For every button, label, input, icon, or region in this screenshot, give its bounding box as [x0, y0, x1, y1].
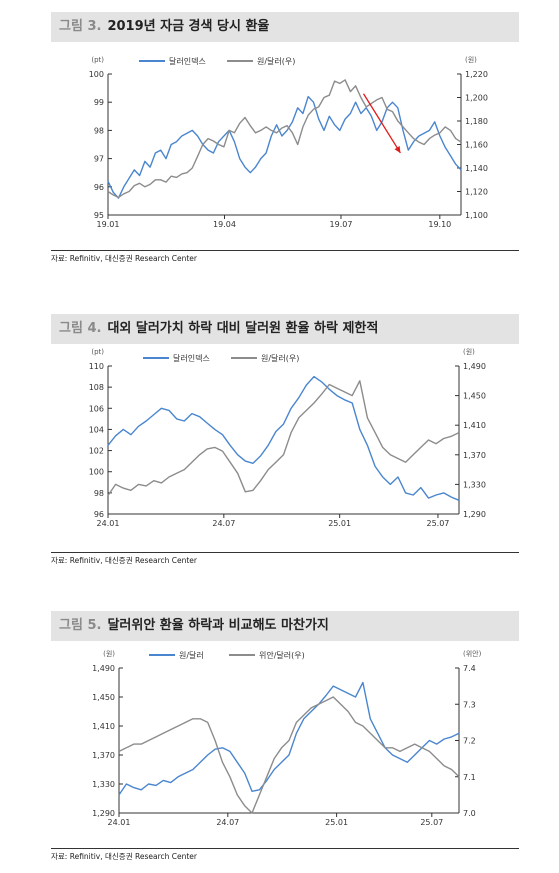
left-tick-label: 96 [94, 510, 104, 519]
x-tick-label: 24.07 [216, 818, 239, 827]
left-axis-unit: (pt) [91, 348, 104, 356]
x-tick-label: 19.04 [213, 220, 236, 229]
left-tick-label: 97 [94, 155, 104, 164]
left-tick-label: 110 [89, 362, 104, 371]
right-tick-label: 7.2 [463, 737, 476, 746]
figure-number: 그림 3. [59, 19, 102, 34]
figure-5: 그림 5. 달러위안 환율 하락과 비교해도 마찬가지 1,290 1,330 1,3… [51, 611, 519, 861]
figure-title: 그림 3. 2019년 자금 경색 당시 환율 [51, 12, 519, 42]
left-tick-label: 96 [94, 183, 104, 192]
left-tick-label: 1,410 [92, 722, 115, 731]
figure-title-text: 달러위안 환율 하락과 비교해도 마찬가지 [107, 618, 329, 633]
left-tick-label: 104 [89, 425, 104, 434]
right-tick-label: 1,330 [463, 480, 486, 489]
right-tick-label: 7.4 [463, 664, 476, 673]
left-tick-label: 100 [89, 70, 104, 79]
right-tick-label: 1,160 [465, 141, 488, 150]
legend-label: 원/달러 [179, 651, 204, 660]
x-tick-label: 19.10 [428, 220, 451, 229]
x-tick-label: 25.07 [426, 519, 449, 528]
series-line-primary [107, 375, 460, 501]
left-tick-label: 99 [94, 98, 104, 107]
right-tick-label: 1,220 [465, 70, 488, 79]
left-tick-label: 1,330 [92, 780, 115, 789]
x-tick-label: 25.01 [328, 519, 351, 528]
right-tick-label: 7.3 [463, 700, 476, 709]
left-tick-label: 100 [89, 468, 104, 477]
left-tick-label: 98 [94, 126, 104, 135]
chart-krw-vs-cny: 1,290 1,330 1,370 1,410 1,450 1,490 (원) 7.0 7.1 7… [92, 649, 482, 827]
right-tick-label: 1,410 [463, 421, 486, 430]
figure-title-text: 2019년 자금 경색 당시 환율 [107, 19, 270, 34]
series-line-secondary [118, 696, 460, 814]
right-tick-label: 1,100 [465, 211, 488, 220]
figure-3: 그림 3. 2019년 자금 경색 당시 환율 95 96 97 98 99 100 (pt)… [51, 12, 519, 263]
series-line-secondary [107, 380, 460, 496]
legend-label: 원/달러(우) [261, 354, 299, 363]
figure-4: 그림 4. 대외 달러가치 하락 대비 달러원 환율 하락 제한적 96 98 100… [51, 314, 519, 565]
trend-arrow-line [362, 93, 401, 154]
figure-title: 그림 4. 대외 달러가치 하락 대비 달러원 환율 하락 제한적 [51, 314, 519, 344]
x-tick-label: 19.01 [97, 220, 120, 229]
left-tick-label: 106 [89, 404, 104, 413]
right-axis-unit: (위안) [463, 649, 482, 658]
right-tick-label: 1,140 [465, 164, 488, 173]
left-tick-label: 1,290 [92, 809, 115, 818]
right-axis-unit: (원) [465, 55, 477, 64]
right-tick-label: 1,450 [463, 392, 486, 401]
figure-title-text: 대외 달러가치 하락 대비 달러원 환율 하락 제한적 [107, 321, 379, 336]
legend-label: 달러인덱스 [173, 353, 210, 363]
series-line-primary [118, 681, 460, 796]
chart-dollar-index-vs-krw-2024: 96 98 100 102 104 106 108 110 (pt) 1,290 1,330 1,37… [89, 347, 486, 528]
trend-arrow-head [394, 146, 401, 153]
series-line-secondary [107, 79, 462, 199]
right-tick-label: 1,290 [463, 510, 486, 519]
left-tick-label: 108 [89, 383, 104, 392]
left-axis-unit: (pt) [91, 56, 104, 64]
right-axis-unit: (원) [463, 347, 475, 356]
x-tick-label: 25.07 [420, 818, 443, 827]
left-tick-label: 102 [89, 447, 104, 456]
figure-number: 그림 5. [59, 618, 102, 633]
x-tick-label: 19.07 [330, 220, 353, 229]
right-tick-label: 7.0 [463, 809, 476, 818]
left-tick-label: 95 [94, 211, 104, 220]
left-tick-label: 1,490 [92, 664, 115, 673]
x-tick-label: 24.07 [212, 519, 235, 528]
source-note: 자료: Refinitiv, 대신증권 Research Center [51, 250, 519, 264]
legend-label: 원/달러(우) [257, 57, 295, 66]
right-tick-label: 1,490 [463, 362, 486, 371]
chart-dollar-index-vs-krw-2019: 95 96 97 98 99 100 (pt) 1,100 1,120 1,140 1,160 1,1… [89, 55, 488, 229]
left-axis-unit: (원) [103, 649, 115, 658]
figure-title: 그림 5. 달러위안 환율 하락과 비교해도 마찬가지 [51, 611, 519, 641]
right-tick-label: 1,180 [465, 117, 488, 126]
right-tick-label: 1,120 [465, 188, 488, 197]
source-note: 자료: Refinitiv, 대신증권 Research Center [51, 848, 519, 862]
x-tick-label: 24.01 [97, 519, 120, 528]
x-tick-label: 25.01 [325, 818, 348, 827]
left-tick-label: 1,370 [92, 751, 115, 760]
x-tick-label: 24.01 [108, 818, 131, 827]
right-tick-label: 1,200 [465, 94, 488, 103]
figure-number: 그림 4. [59, 321, 102, 336]
right-tick-label: 1,370 [463, 451, 486, 460]
series-line-primary [107, 95, 462, 199]
legend-label: 달러인덱스 [169, 56, 206, 66]
left-tick-label: 1,450 [92, 693, 115, 702]
right-tick-label: 7.1 [463, 773, 476, 782]
left-tick-label: 98 [94, 489, 104, 498]
source-note: 자료: Refinitiv, 대신증권 Research Center [51, 552, 519, 566]
legend-label: 위안/달러(우) [259, 650, 305, 660]
